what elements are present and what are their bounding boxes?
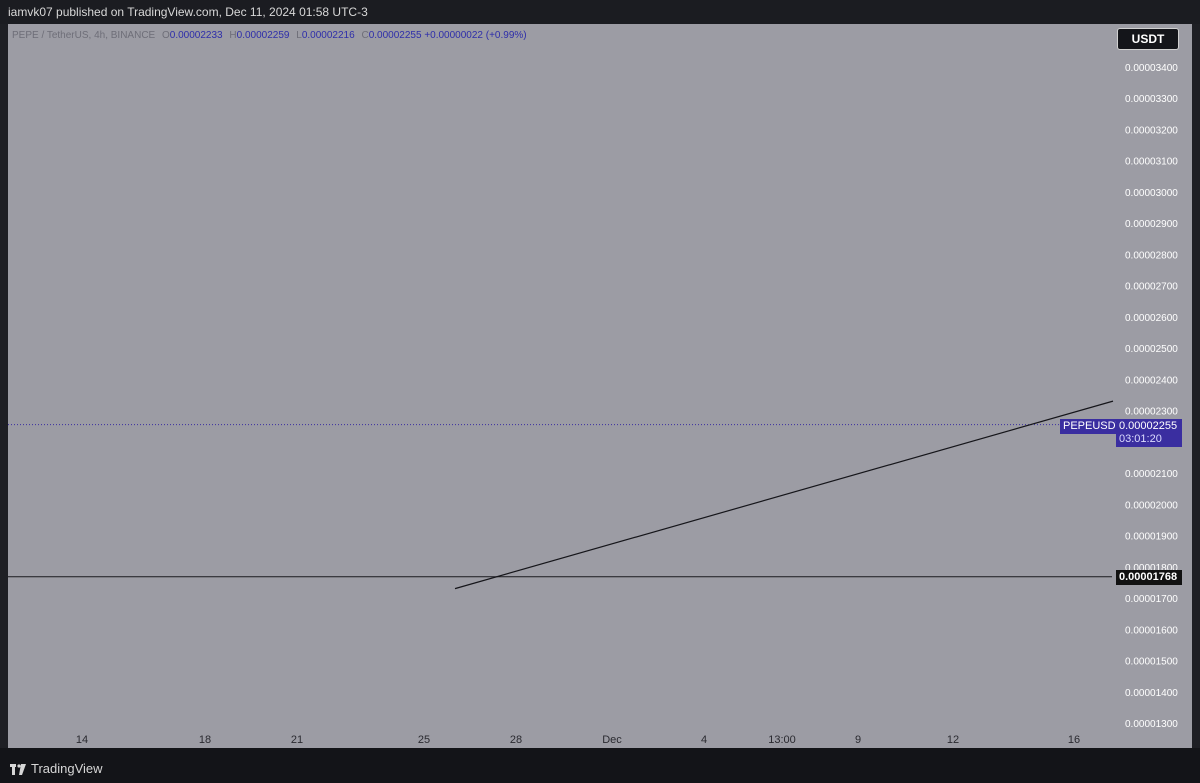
y-tick-label: 0.00003100 — [1125, 157, 1178, 168]
y-tick-label: 0.00001600 — [1125, 625, 1178, 636]
close-label: C — [361, 30, 369, 41]
low-value: 0.00002216 — [301, 30, 355, 41]
y-tick-label: 0.00002900 — [1125, 219, 1178, 230]
change-value: +0.00000022 (+0.99%) — [424, 30, 527, 41]
footer-bar — [0, 748, 1200, 783]
open-value: 0.00002233 — [169, 30, 223, 41]
y-tick-label: 0.00002700 — [1125, 282, 1178, 293]
low-label: L — [296, 30, 302, 41]
y-tick-label: 0.00002100 — [1125, 469, 1178, 480]
y-tick-label: 0.00002500 — [1125, 344, 1178, 355]
x-tick-label: 14 — [76, 734, 88, 746]
symbol-name[interactable]: PEPE / TetherUS, 4h, BINANCE — [12, 30, 156, 41]
last-price-tag: 0.00002255 — [1116, 419, 1182, 434]
support-price-tag: 0.00001768 — [1116, 570, 1182, 585]
x-tick-label: 25 — [418, 734, 430, 746]
x-tick-label: 18 — [199, 734, 211, 746]
y-tick-label: 0.00002400 — [1125, 375, 1178, 386]
x-tick-label: 12 — [947, 734, 959, 746]
y-tick-label: 0.00002000 — [1125, 500, 1178, 511]
countdown-tag: 03:01:20 — [1116, 432, 1182, 447]
y-tick-label: 0.00002800 — [1125, 250, 1178, 261]
symbol-legend: PEPE / TetherUS, 4h, BINANCE O0.00002233… — [12, 30, 527, 41]
y-tick-label: 0.00001900 — [1125, 532, 1178, 543]
y-tick-label: 0.00002600 — [1125, 313, 1178, 324]
chart-panel[interactable] — [8, 24, 1192, 748]
close-value: 0.00002255 — [368, 30, 422, 41]
y-tick-label: 0.00001300 — [1125, 719, 1178, 730]
y-tick-label: 0.00003400 — [1125, 63, 1178, 74]
high-label: H — [229, 30, 237, 41]
y-tick-label: 0.00001700 — [1125, 594, 1178, 605]
y-tick-label: 0.00002300 — [1125, 407, 1178, 418]
y-tick-label: 0.00001500 — [1125, 657, 1178, 668]
y-tick-label: 0.00003300 — [1125, 94, 1178, 105]
symbol-price-tag: PEPEUSDT — [1060, 419, 1126, 434]
open-label: O — [162, 30, 170, 41]
x-tick-label: Dec — [602, 734, 622, 746]
x-tick-label: 4 — [701, 734, 707, 746]
x-tick-label: 13:00 — [768, 734, 796, 746]
tradingview-brand[interactable]: TradingView — [10, 761, 103, 776]
ascending-trendline — [454, 400, 1114, 590]
publish-header: iamvk07 published on TradingView.com, De… — [0, 0, 1200, 24]
y-tick-label: 0.00003200 — [1125, 125, 1178, 136]
x-tick-label: 28 — [510, 734, 522, 746]
y-tick-label: 0.00001800 — [1125, 563, 1178, 574]
publish-info: iamvk07 published on TradingView.com, De… — [8, 5, 368, 19]
brand-name: TradingView — [31, 761, 103, 776]
high-value: 0.00002259 — [236, 30, 290, 41]
x-tick-label: 9 — [855, 734, 861, 746]
y-tick-label: 0.00003000 — [1125, 188, 1178, 199]
y-tick-label: 0.00001400 — [1125, 688, 1178, 699]
tradingview-logo-icon — [10, 763, 26, 775]
x-tick-label: 21 — [291, 734, 303, 746]
currency-button[interactable]: USDT — [1117, 28, 1179, 50]
x-tick-label: 16 — [1068, 734, 1080, 746]
